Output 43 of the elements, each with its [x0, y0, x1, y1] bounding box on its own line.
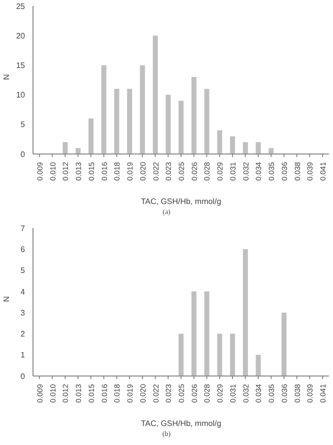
bar [230, 136, 236, 154]
x-axis-title: TAC, GSH/Hb, mmol/g [140, 197, 222, 206]
y-tick-label: 10 [16, 90, 26, 100]
bar [256, 354, 261, 376]
bar [140, 65, 145, 154]
bar [127, 88, 132, 154]
y-tick-label: 5 [20, 266, 26, 276]
bar [204, 291, 210, 376]
x-axis-title: TAC, GSH/Hb, mmol/g [140, 419, 222, 428]
bar [76, 148, 81, 154]
y-tick-label: 7 [20, 224, 26, 233]
y-tick-label: 2 [20, 330, 26, 339]
y-tick-label: 20 [16, 31, 26, 40]
y-tick-label: 0 [20, 372, 26, 381]
bar [114, 88, 120, 154]
bar [88, 118, 94, 154]
y-tick-label: 5 [20, 120, 26, 130]
bar [242, 142, 248, 154]
y-tick-label: 3 [20, 308, 26, 318]
bar [282, 312, 287, 376]
bar [256, 142, 261, 154]
y-axis-title: N [2, 74, 11, 80]
bar [230, 334, 236, 376]
bar [217, 130, 222, 154]
y-tick-label: 15 [16, 61, 26, 70]
bar [204, 88, 210, 154]
y-tick-label: 6 [20, 244, 26, 254]
y-axis-title: N [2, 296, 11, 302]
bar [62, 142, 68, 154]
bar [178, 334, 184, 376]
y-tick-label: 25 [16, 2, 26, 11]
y-tick-label: 4 [20, 287, 26, 296]
bar [217, 334, 222, 376]
y-tick-label: 0 [20, 150, 26, 159]
bar [101, 65, 106, 154]
bar [152, 36, 158, 154]
y-tick-label: 1 [20, 350, 26, 360]
bar [191, 77, 196, 154]
bar [268, 148, 274, 154]
bar [191, 291, 196, 376]
bar [178, 100, 184, 154]
bar [242, 249, 248, 376]
bar [166, 94, 171, 154]
